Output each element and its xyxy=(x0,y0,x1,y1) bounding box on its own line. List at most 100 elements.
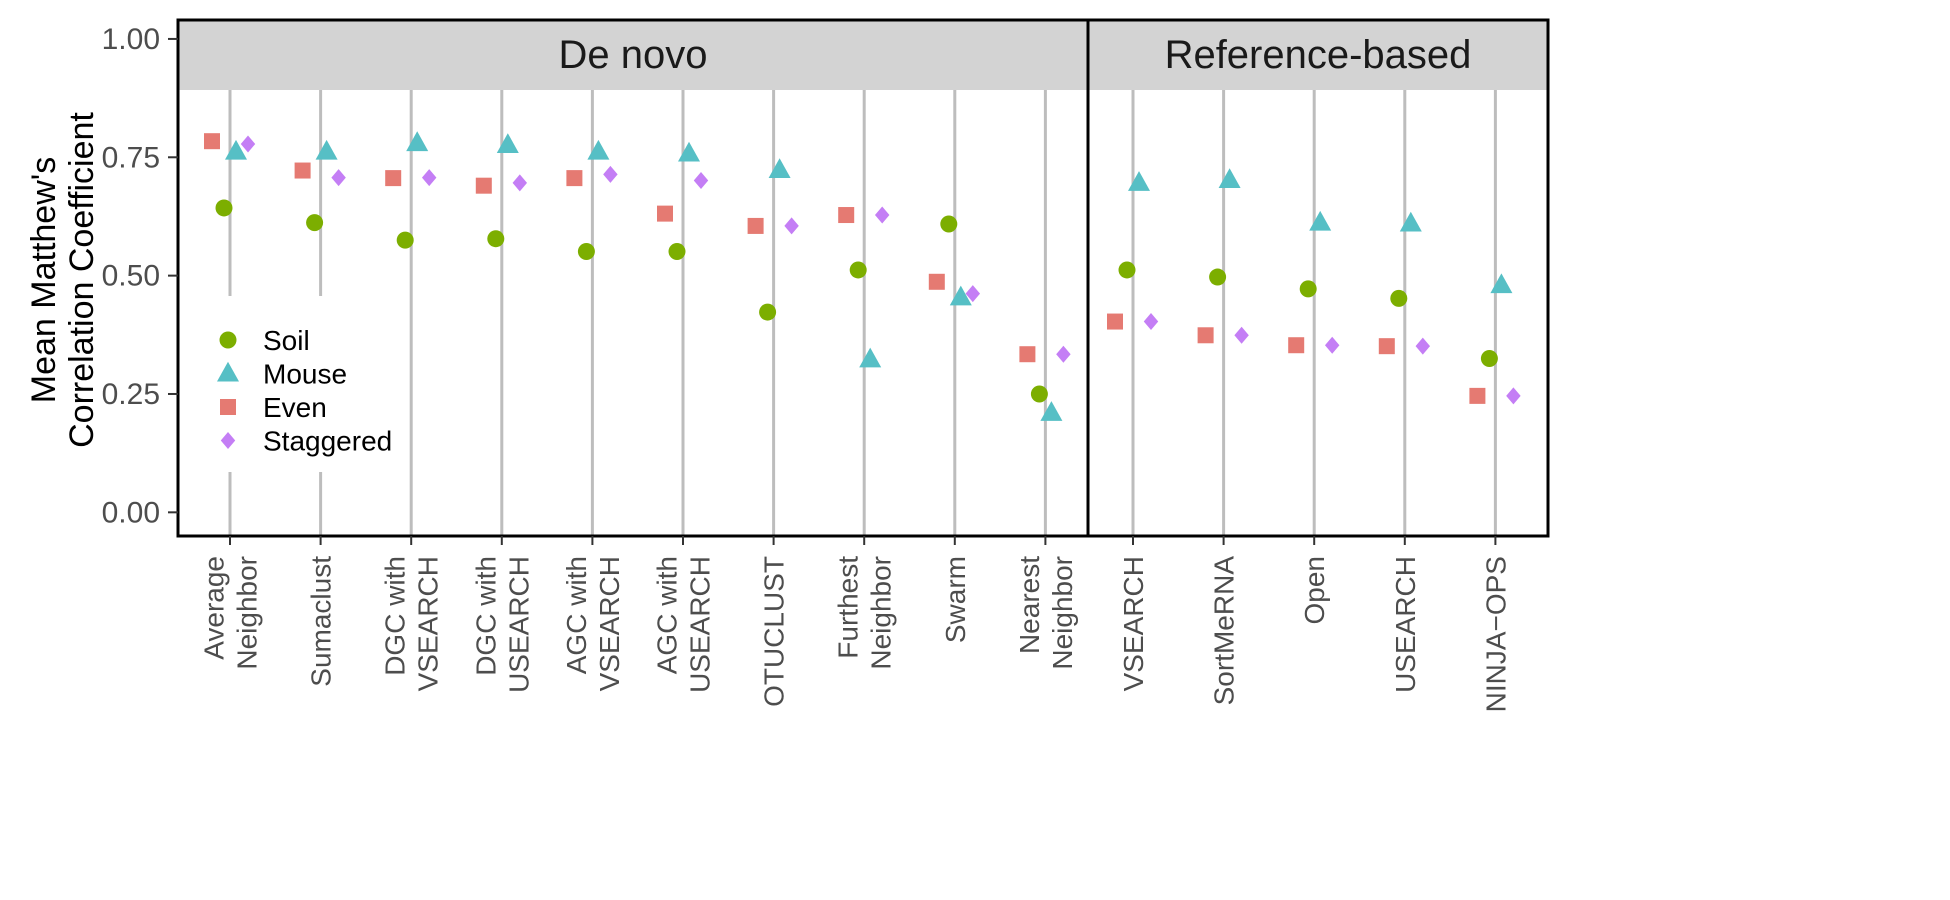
point-agc-with-usearch-staggered xyxy=(693,171,709,189)
point-agc-with-usearch-mouse xyxy=(678,141,700,162)
x-tick-label-swarm: Swarm xyxy=(940,556,971,643)
point-ninja-ops-even xyxy=(1469,387,1486,404)
legend-key-staggered xyxy=(220,432,236,449)
x-tick-label-furthest-neighbor: FurthestNeighbor xyxy=(833,556,897,670)
facet-strips: De novo Reference-based xyxy=(178,20,1548,90)
point-agc-with-usearch-even xyxy=(657,205,673,222)
x-tick-label-usearch: USEARCH xyxy=(1390,556,1421,693)
point-average-neighbor-soil xyxy=(215,199,233,217)
point-swarm-staggered xyxy=(965,285,981,303)
point-sumaclust-soil xyxy=(306,214,324,232)
x-tick-label-dgc-with-usearch: DGC withUSEARCH xyxy=(470,556,534,693)
point-open-even xyxy=(1288,337,1305,354)
point-sortmerna-staggered xyxy=(1234,326,1249,344)
facet-label-de-novo: De novo xyxy=(559,33,708,77)
point-ninja-ops-mouse xyxy=(1490,273,1513,294)
panel-reference-based-frame xyxy=(1086,18,1550,538)
point-open-soil xyxy=(1299,280,1317,298)
panel-frames xyxy=(176,18,1550,538)
point-swarm-soil xyxy=(940,215,958,233)
facet-strip-de-novo xyxy=(178,20,1088,90)
y-tick-label-3: 0.75 xyxy=(102,141,160,174)
point-sumaclust-staggered xyxy=(331,169,346,187)
point-agc-with-vsearch-mouse xyxy=(587,139,610,160)
point-usearch-even xyxy=(1378,338,1395,355)
point-dgc-with-usearch-soil xyxy=(487,230,505,248)
legend-key-even xyxy=(220,399,236,415)
point-agc-with-usearch-soil xyxy=(668,242,686,260)
point-furthest-neighbor-mouse xyxy=(859,347,882,368)
point-usearch-soil xyxy=(1390,289,1408,307)
point-usearch-staggered xyxy=(1415,337,1431,355)
legend-label-mouse: Mouse xyxy=(263,359,347,390)
y-tick-label-4: 1.00 xyxy=(102,23,160,56)
point-dgc-with-vsearch-even xyxy=(385,170,402,187)
point-average-neighbor-mouse xyxy=(225,139,247,160)
x-tick-label-agc-with-usearch: AGC withUSEARCH xyxy=(652,556,716,693)
point-average-neighbor-staggered xyxy=(240,135,256,153)
y-tick-label-0: 0.00 xyxy=(102,496,160,529)
data-points xyxy=(204,131,1521,421)
point-sumaclust-even xyxy=(294,162,311,179)
point-sortmerna-even xyxy=(1197,327,1214,344)
point-usearch-mouse xyxy=(1399,211,1422,232)
point-ninja-ops-soil xyxy=(1480,349,1498,367)
point-vsearch-mouse xyxy=(1128,171,1150,191)
point-furthest-neighbor-soil xyxy=(849,261,867,279)
point-open-staggered xyxy=(1324,336,1340,354)
x-tick-label-sumaclust: Sumaclust xyxy=(306,556,337,687)
point-dgc-with-vsearch-mouse xyxy=(406,131,429,152)
y-axis-title: Mean Matthew'sCorrelation Coefficient xyxy=(25,112,101,448)
point-vsearch-soil xyxy=(1118,261,1136,279)
point-vsearch-even xyxy=(1107,313,1123,330)
y-tick-label-2: 0.50 xyxy=(102,260,160,293)
point-dgc-with-usearch-mouse xyxy=(496,133,519,153)
legend-label-soil: Soil xyxy=(263,325,310,356)
legend-key-soil xyxy=(219,331,237,349)
point-agc-with-vsearch-soil xyxy=(577,242,595,260)
point-sortmerna-mouse xyxy=(1218,168,1241,188)
point-sumaclust-mouse xyxy=(315,139,338,160)
facet-strip-reference-based xyxy=(1088,20,1548,90)
panel-reference-based-bg xyxy=(1088,20,1548,536)
point-vsearch-staggered xyxy=(1143,313,1159,331)
point-dgc-with-usearch-even xyxy=(475,177,492,194)
x-tick-label-nearest-neighbor: NearestNeighbor xyxy=(1014,556,1078,670)
point-dgc-with-usearch-staggered xyxy=(512,174,528,192)
x-tick-label-sortmerna: SortMeRNA xyxy=(1209,556,1240,706)
point-otuclust-mouse xyxy=(768,158,791,179)
x-tick-label-open: Open xyxy=(1299,556,1330,625)
point-agc-with-vsearch-even xyxy=(566,170,583,187)
point-nearest-neighbor-mouse xyxy=(1040,401,1063,421)
point-otuclust-even xyxy=(747,217,764,234)
y-axis: 0.00 0.25 0.50 0.75 1.00 xyxy=(102,23,178,529)
point-sortmerna-soil xyxy=(1209,268,1227,286)
point-otuclust-staggered xyxy=(784,217,799,235)
point-nearest-neighbor-soil xyxy=(1030,385,1048,403)
facet-label-reference-based: Reference-based xyxy=(1165,33,1472,77)
point-furthest-neighbor-even xyxy=(838,207,855,224)
x-tick-label-vsearch: VSEARCH xyxy=(1118,556,1149,691)
x-tick-label-agc-with-vsearch: AGC withVSEARCH xyxy=(561,556,625,691)
point-ninja-ops-staggered xyxy=(1506,387,1521,405)
point-dgc-with-vsearch-staggered xyxy=(421,169,437,187)
point-agc-with-vsearch-staggered xyxy=(603,165,618,183)
legend-key-mouse xyxy=(217,361,239,382)
legend-label-staggered: Staggered xyxy=(263,426,392,457)
y-axis-title-text: Mean Matthew'sCorrelation Coefficient xyxy=(25,112,101,448)
x-tick-label-ninja-ops: NINJA−OPS xyxy=(1480,556,1511,712)
point-average-neighbor-even xyxy=(204,133,220,150)
point-furthest-neighbor-staggered xyxy=(874,206,890,224)
point-swarm-even xyxy=(928,273,945,290)
point-swarm-mouse xyxy=(949,285,972,306)
x-tick-label-average-neighbor: AverageNeighbor xyxy=(199,556,263,670)
legend-label-even: Even xyxy=(263,392,327,423)
x-axis: AverageNeighbor Sumaclust DGC withVSEARCH D… xyxy=(199,536,1511,712)
point-otuclust-soil xyxy=(759,303,777,321)
point-dgc-with-vsearch-soil xyxy=(396,231,414,249)
point-nearest-neighbor-staggered xyxy=(1056,345,1071,363)
x-tick-label-dgc-with-vsearch: DGC withVSEARCH xyxy=(380,556,444,691)
